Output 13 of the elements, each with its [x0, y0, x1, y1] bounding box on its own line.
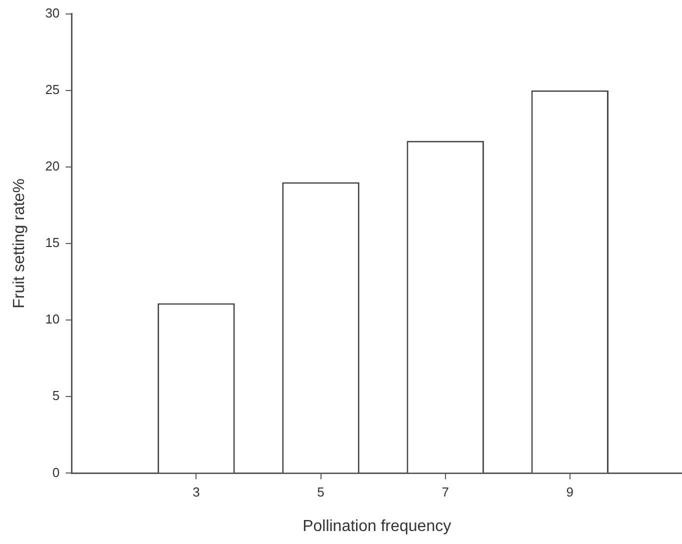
x-tick-label: 3	[192, 484, 200, 500]
y-tick-label: 25	[45, 82, 60, 97]
y-tick-label: 15	[45, 235, 60, 250]
x-tick-label: 5	[317, 484, 324, 500]
y-tick-label: 10	[45, 312, 60, 327]
y-tick-label: 30	[45, 5, 60, 20]
y-tick-label: 0	[52, 464, 60, 480]
x-tick-label: 7	[442, 484, 449, 500]
y-tick-label: 5	[52, 388, 60, 404]
x-tick-label: 9	[566, 484, 574, 500]
y-axis-title: Fruit setting rate%	[11, 178, 28, 308]
x-axis-title: Pollination frequency	[302, 518, 452, 535]
y-tick-label: 20	[45, 158, 60, 174]
